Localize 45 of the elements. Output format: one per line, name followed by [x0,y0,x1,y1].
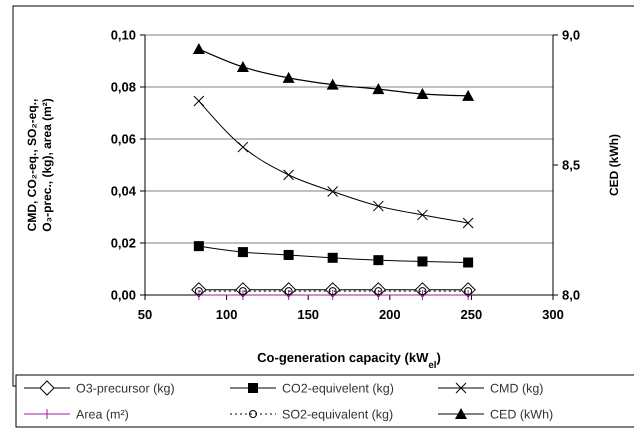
y2-tick-label: 8,5 [562,158,580,173]
point [284,250,294,260]
legend-label: Area (m²) [76,407,129,422]
point [327,186,338,198]
x-tick-label: 200 [378,307,401,322]
x-tick-label: 100 [216,307,238,322]
point [282,72,295,83]
x-tick-label: 250 [460,307,482,322]
point [328,252,338,263]
legend-label: O3-precursor (kg) [76,381,175,396]
y-tick-label: 0,08 [110,80,136,95]
point [283,169,294,180]
x-tick-label: 50 [138,307,152,322]
point [462,217,474,228]
point [238,247,248,258]
point [192,43,205,54]
y-tick-label: 0,10 [110,28,136,43]
point [463,258,474,268]
legend-label: SO2-equivalent (kg) [282,407,394,422]
point [236,60,249,72]
point [416,209,428,220]
point [372,83,384,94]
y-tick-label: 0,00 [110,288,136,303]
y2-tick-label: 9,0 [562,28,580,43]
y2-tick-label: 8,0 [562,288,580,303]
point [417,256,428,266]
x-tick-label: 150 [297,307,320,322]
legend-label: CMD (kg) [490,381,544,396]
point [237,142,248,153]
point [372,200,384,212]
legend-label: CED (kWh) [490,407,554,422]
point [194,241,204,252]
point [416,88,428,100]
y-tick-label: 0,06 [110,132,136,147]
point [373,255,384,266]
y2-axis-title: CED (kWh) [607,134,621,196]
point [326,78,339,90]
point [462,90,474,101]
legend-label: CO2-equivelent (kg) [282,381,394,396]
point [193,96,204,107]
y-axis-title: CMD, CO₂-eq., SO₂-eq., O₃-prec., (kg), area (m²) [25,98,54,232]
y-tick-label: 0,04 [110,184,137,199]
x-tick-label: 300 [542,307,564,322]
x-axis-title: Co-generation capacity (kW$_{el}$) [257,350,441,370]
y-tick-label: 0,02 [110,236,136,251]
